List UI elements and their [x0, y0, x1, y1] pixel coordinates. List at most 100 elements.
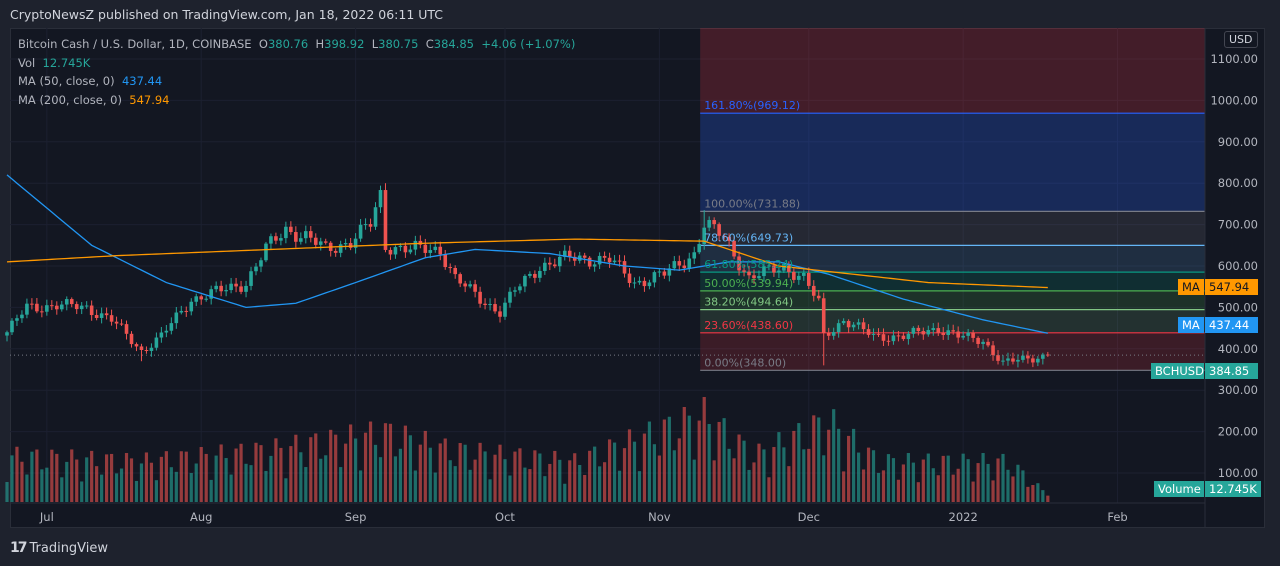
chart-frame[interactable] [10, 28, 1265, 528]
symbol-title[interactable]: Bitcoin Cash / U.S. Dollar, 1D, COINBASE [18, 37, 252, 51]
fib-level-label: 61.80%(585.24) [704, 258, 793, 271]
volume-bar [154, 480, 158, 502]
volume-bar [319, 458, 323, 502]
candle-body [831, 332, 836, 336]
open-value: 380.76 [267, 37, 309, 51]
volume-axis-value: 12.745K [1205, 481, 1261, 497]
candle-body [991, 345, 995, 356]
volume-bar [553, 450, 557, 502]
low-label: L [371, 37, 379, 51]
candle-body [981, 341, 985, 344]
candle-body [707, 220, 711, 228]
candle-body [762, 266, 766, 277]
volume-bar [672, 450, 676, 502]
candle-body [722, 235, 726, 237]
ma50-axis-label: MA [1178, 317, 1204, 333]
candle-body [463, 283, 467, 287]
candle-body [951, 330, 955, 332]
candle-body [423, 244, 428, 253]
fib-zone [700, 290, 1205, 310]
volume-bar [334, 434, 338, 502]
volume-bar [304, 467, 308, 502]
volume-bar [30, 451, 34, 502]
candle-body [652, 272, 657, 283]
volume-bar [991, 480, 995, 502]
fib-level-label: 161.80%(969.12) [704, 99, 800, 112]
candle-body [871, 333, 876, 335]
volume-bar [344, 443, 348, 502]
volume-bar [782, 447, 786, 502]
candle-body [358, 224, 363, 239]
volume-value: 12.745K [42, 55, 91, 70]
candle-body [1046, 354, 1050, 356]
candle-body [627, 273, 632, 283]
volume-bar [732, 458, 736, 502]
candle-body [767, 265, 771, 267]
candle-body [234, 283, 238, 287]
volume-bar [458, 443, 462, 502]
candle-body [408, 249, 413, 253]
volume-bar [363, 432, 368, 502]
volume-bar [896, 479, 901, 502]
candle-body [55, 305, 59, 310]
candle-body [318, 241, 323, 245]
symbol-axis-label: BCHUSD [1151, 363, 1204, 379]
volume-bar [80, 481, 84, 502]
volume-bar [1031, 485, 1035, 502]
candle-body [443, 254, 448, 268]
candle-body [5, 332, 9, 336]
volume-bar [199, 447, 203, 502]
volume-bar [752, 462, 756, 502]
ma50-label: MA (50, close, 0) [18, 74, 115, 88]
volume-bar [134, 480, 139, 502]
volume-bar [722, 418, 726, 502]
candle-body [149, 347, 154, 351]
volume-bar [797, 423, 801, 502]
ma200-row[interactable]: MA (200, close, 0) 547.94 [18, 91, 575, 110]
candle-body [782, 263, 786, 271]
candle-body [199, 296, 204, 300]
volume-bar [35, 449, 39, 502]
volume-bar [598, 466, 602, 502]
volume-bar [483, 451, 487, 502]
volume-bar [777, 432, 781, 502]
ma200-axis-label: MA [1178, 279, 1204, 295]
volume-bar [60, 477, 64, 502]
candle-body [667, 268, 672, 276]
candle-body [936, 328, 941, 333]
candle-body [742, 270, 746, 272]
volume-bar [139, 463, 144, 502]
candle-body [562, 250, 567, 257]
close-label: C [425, 37, 434, 51]
candle-body [294, 232, 298, 242]
volume-row[interactable]: Vol 12.745K [18, 54, 575, 73]
candle-body [737, 256, 741, 271]
volume-bar [827, 429, 831, 502]
volume-bar [1001, 453, 1005, 502]
volume-bar [817, 417, 821, 502]
ma50-row[interactable]: MA (50, close, 0) 437.44 [18, 72, 575, 91]
currency-button[interactable]: USD [1224, 31, 1258, 48]
tradingview-logo[interactable]: 17 TradingView [10, 540, 108, 556]
volume-bar [448, 460, 452, 502]
volume-bar [413, 470, 417, 502]
candle-body [1021, 355, 1025, 360]
volume-bar [523, 467, 527, 502]
candle-body [129, 333, 134, 345]
fib-level-label: 100.00%(731.88) [704, 197, 800, 210]
candle-body [602, 255, 607, 258]
volume-bar [1011, 476, 1015, 502]
volume-bar [518, 448, 522, 502]
candle-body [353, 238, 358, 248]
fib-zone [700, 309, 1205, 333]
candle-body [553, 264, 557, 267]
volume-bar [861, 469, 866, 502]
candle-body [677, 261, 682, 266]
fib-zone [700, 28, 1205, 114]
candle-body [378, 190, 383, 208]
volume-bar [657, 455, 661, 502]
volume-bar [712, 460, 716, 502]
time-tick-label: Sep [345, 510, 367, 524]
volume-bar [383, 423, 388, 502]
